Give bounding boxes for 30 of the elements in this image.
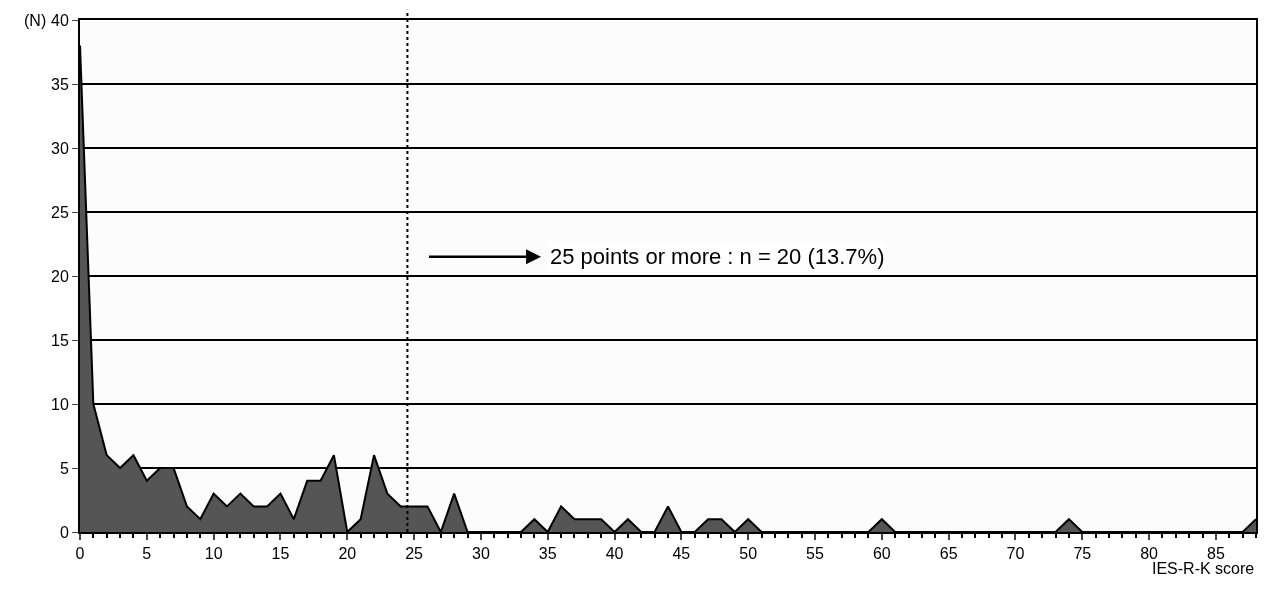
x-tick-label: 40 [605,545,624,563]
x-tick-label: 75 [1073,545,1092,563]
x-tick-label: 30 [472,545,490,563]
x-tick-label: 85 [1207,545,1225,563]
annotation: 25 points or more : n = 20 (13.7%) [550,244,885,269]
x-tick-label: 35 [538,545,557,563]
x-tick-label: 60 [872,545,891,563]
x-tick-label: 70 [1006,545,1025,563]
x-tick-label: 5 [142,545,152,563]
y-tick-label: 20 [51,267,69,285]
y-tick-label: 25 [51,203,69,221]
x-tick-label: 80 [1140,545,1159,563]
x-tick-label: 25 [405,545,424,563]
y-tick-label: 10 [51,395,69,413]
y-tick-label: 0 [59,523,69,541]
y-tick-label: 15 [51,331,69,349]
y-tick-label: 5 [59,459,69,477]
x-tick-label: 15 [271,545,290,563]
y-axis-title: (N) [24,12,47,29]
x-tick-label: 55 [806,545,824,563]
x-tick-label: 65 [939,545,958,563]
x-tick-label: 50 [739,545,758,563]
x-tick-label: 10 [204,545,223,563]
y-tick-label: 35 [51,75,69,93]
x-axis-title: IES-R-K score [1152,560,1255,577]
x-tick-label: 0 [75,545,85,563]
y-tick-label: 30 [51,139,69,157]
y-tick-label: 40 [51,11,69,29]
x-tick-label: 45 [672,545,691,563]
x-tick-label: 20 [338,545,357,563]
